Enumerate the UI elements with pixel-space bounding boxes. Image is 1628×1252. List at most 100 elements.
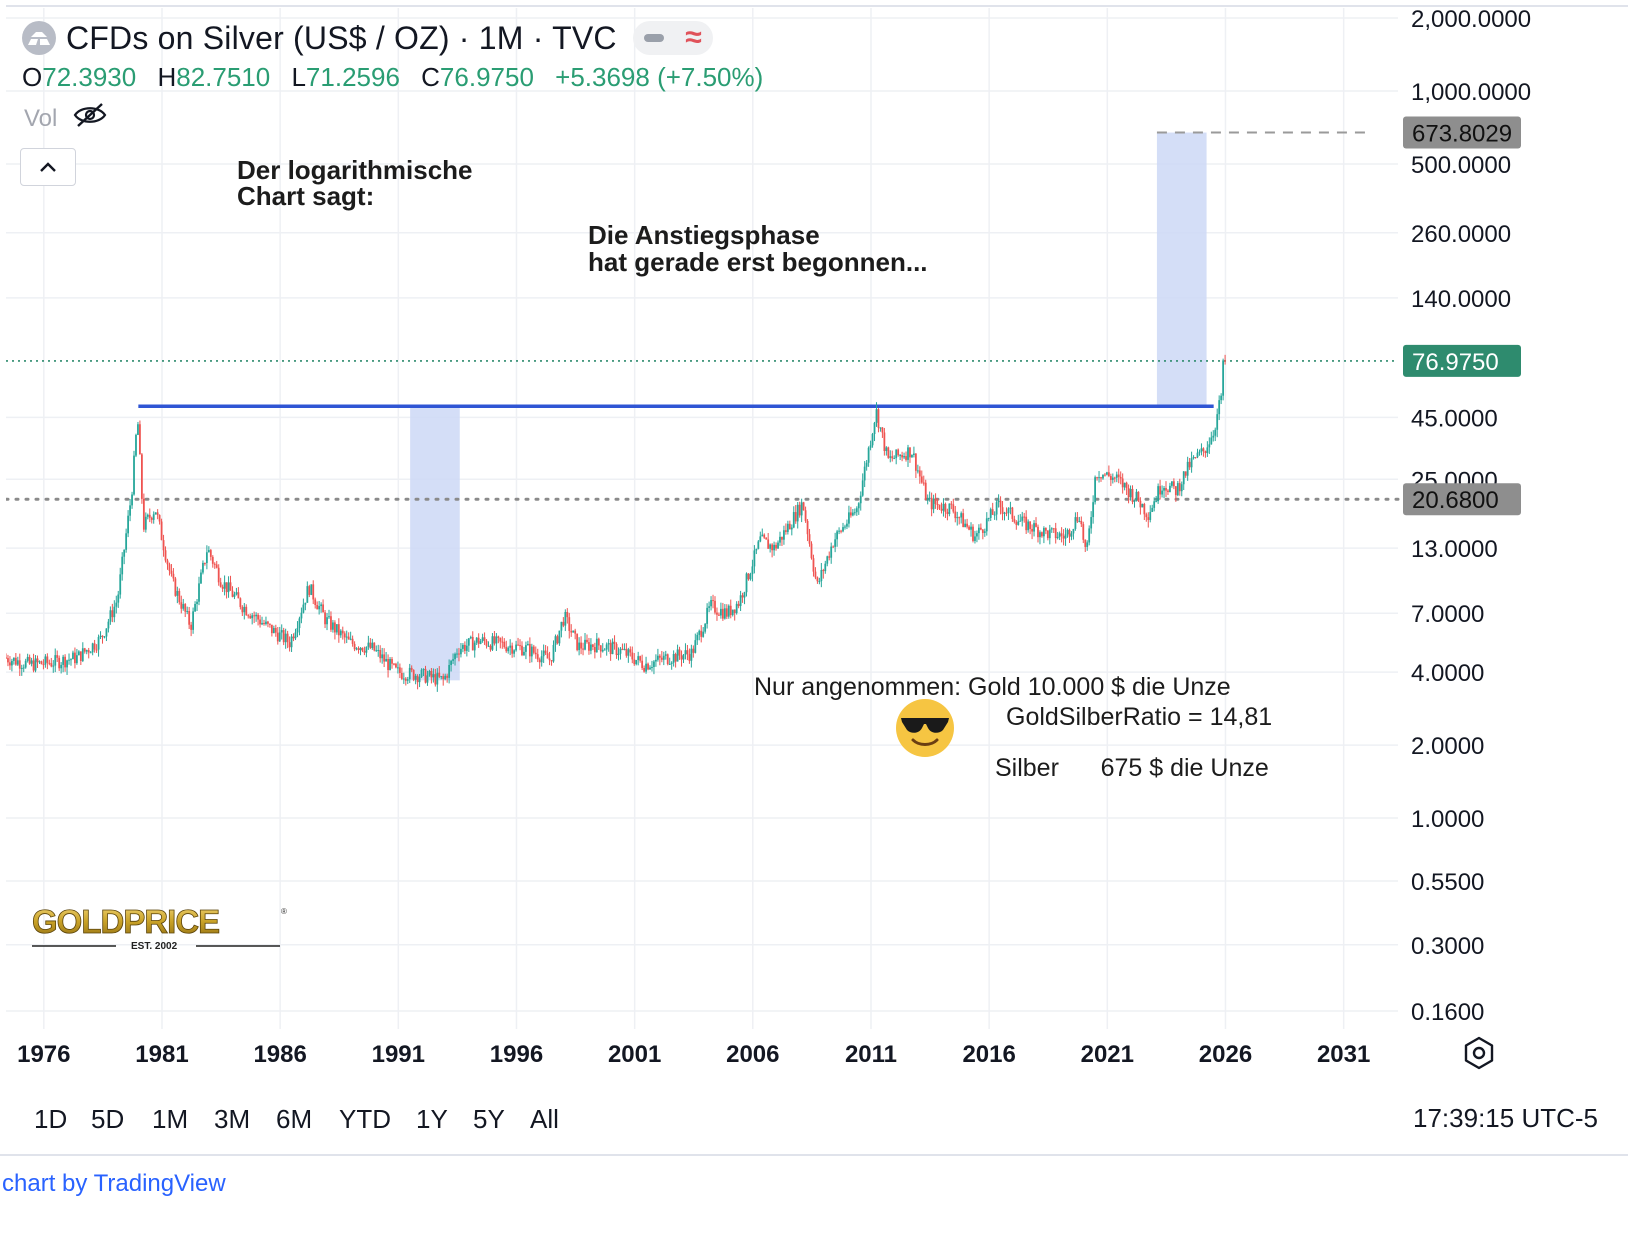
candle-body (1117, 474, 1120, 477)
candle-body (1198, 451, 1201, 453)
candle-body (938, 504, 941, 509)
collapse-legend-button[interactable] (20, 148, 76, 186)
tradingview-credit-link[interactable]: chart by TradingView (2, 1170, 226, 1197)
range-button-ytd[interactable]: YTD (339, 1104, 391, 1134)
candle-body (430, 671, 433, 678)
sunglasses-emoji-icon (896, 699, 954, 757)
range-button-5y[interactable]: 5Y (473, 1104, 505, 1134)
candle-body (1186, 461, 1189, 476)
range-button-3m[interactable]: 3M (214, 1104, 251, 1134)
candle-body (412, 670, 415, 680)
candle-body (611, 641, 614, 655)
candle-body (235, 592, 238, 595)
highlight-box (410, 406, 460, 681)
candle-body (286, 633, 289, 643)
candle-body (265, 621, 267, 625)
svg-text:EST. 2002: EST. 2002 (131, 941, 178, 952)
candle-body (761, 534, 764, 537)
candle-body (190, 624, 193, 630)
candle-body (978, 527, 980, 534)
price-chart[interactable]: 2,000.0000 1,000.0000 500.0000 260.0000 140.… (4, 0, 1628, 1155)
candle-body (907, 447, 909, 460)
range-button-all[interactable]: All (530, 1104, 559, 1134)
candle-body (505, 647, 508, 652)
candle-body (1155, 501, 1158, 503)
candle-body (333, 622, 336, 633)
candle-body (198, 583, 200, 602)
candle-body (623, 648, 626, 650)
candle-body (414, 675, 417, 680)
candles (5, 354, 1226, 692)
candle-body (144, 516, 147, 530)
candle-body (972, 526, 974, 541)
candle-body (1086, 542, 1089, 547)
candle-body (270, 624, 273, 634)
candle-body (253, 615, 256, 617)
candle-body (1064, 534, 1067, 539)
candle-body (830, 546, 833, 558)
candle-body (773, 544, 775, 551)
candle-body (995, 502, 998, 515)
y-tick-label: 500.0000 (1411, 152, 1511, 179)
candle-body (93, 643, 96, 650)
candle-body (1161, 490, 1163, 495)
candle-body (635, 659, 638, 665)
symbol-title[interactable]: CFDs on Silver (US$ / OZ) · 1M · TVC (66, 19, 617, 56)
eye-hidden-icon[interactable] (73, 102, 107, 135)
candle-body (322, 604, 324, 613)
candle-body (688, 654, 691, 661)
candle-body (1054, 528, 1057, 539)
candle-body (272, 627, 275, 634)
candle-body (422, 668, 425, 670)
candle-body (737, 603, 740, 607)
candle-body (601, 649, 604, 652)
range-button-6m[interactable]: 6M (276, 1104, 313, 1134)
candle-body (1070, 533, 1073, 537)
settings-gear-icon[interactable] (1462, 1036, 1496, 1070)
candle-body (263, 622, 265, 625)
candle-body (1021, 516, 1024, 521)
candle-body (219, 582, 222, 587)
x-tick-label: 1991 (372, 1041, 425, 1068)
range-button-1y[interactable]: 1Y (416, 1104, 448, 1134)
market-status-pill[interactable]: ≈ (632, 21, 713, 55)
candle-body (282, 630, 285, 643)
candle-body (989, 509, 992, 518)
range-button-5d[interactable]: 5D (91, 1104, 125, 1134)
y-tick-label: 7.0000 (1411, 601, 1484, 628)
candle-body (763, 534, 766, 538)
candle-body (674, 654, 677, 662)
candle-body (1111, 477, 1114, 480)
candle-body (231, 590, 234, 597)
candle-body (44, 656, 47, 665)
candle-body (1050, 528, 1053, 530)
candle-body (940, 508, 943, 511)
range-button-1d[interactable]: 1D (34, 1104, 68, 1134)
candle-body (629, 649, 632, 653)
candle-body (678, 649, 681, 656)
candle-body (1163, 488, 1165, 491)
candle-body (1157, 486, 1160, 502)
clock[interactable]: 17:39:15 UTC-5 (1413, 1103, 1598, 1133)
volume-indicator[interactable]: Vol (24, 102, 107, 135)
candle-body (820, 570, 823, 582)
candle-body (1106, 472, 1108, 475)
candle-body (558, 630, 561, 644)
candle-body (696, 634, 699, 641)
candle-body (1172, 481, 1175, 487)
candle-body (962, 513, 965, 528)
candle-body (379, 649, 382, 659)
phase-note-line2: hat gerade erst begonnen... (588, 247, 928, 277)
candle-body (757, 541, 760, 549)
candle-body (489, 645, 492, 650)
candle-body (125, 533, 128, 550)
candle-body (292, 636, 295, 639)
candle-body (257, 614, 259, 620)
high-label: H (157, 62, 177, 92)
range-button-1m[interactable]: 1M (152, 1104, 189, 1134)
candle-body (89, 652, 92, 654)
x-tick-label: 1996 (490, 1041, 543, 1068)
candle-body (74, 652, 76, 664)
candle-body (1143, 503, 1146, 515)
chart-area[interactable]: 2,000.0000 1,000.0000 500.0000 260.0000 140.… (4, 0, 1628, 1155)
